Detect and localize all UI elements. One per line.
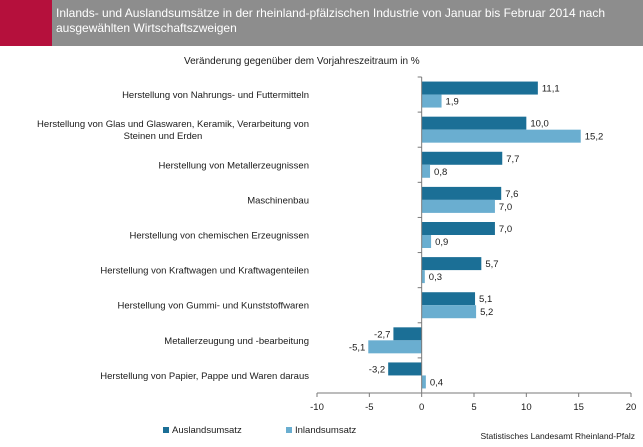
value-label: 0,3 bbox=[429, 272, 442, 283]
bar-inlandsumsatz-8 bbox=[421, 375, 426, 389]
bar-inlandsumsatz-0 bbox=[421, 94, 442, 108]
value-label: 7,7 bbox=[506, 154, 519, 165]
header-accent bbox=[0, 0, 52, 46]
chart-subtitle: Veränderung gegenüber dem Vorjahreszeitr… bbox=[184, 56, 420, 67]
bar-inlandsumsatz-2 bbox=[421, 164, 431, 178]
bar-inlandsumsatz-1 bbox=[421, 129, 581, 143]
category-label: Herstellung von Kraftwagen und Kraftwage… bbox=[100, 266, 309, 277]
bar-auslandsumsatz-4 bbox=[421, 222, 495, 235]
value-label: 0,4 bbox=[430, 377, 443, 388]
value-label: 0,9 bbox=[435, 237, 448, 248]
value-label: 5,2 bbox=[480, 307, 493, 318]
value-label: 10,0 bbox=[530, 119, 549, 130]
bar-inlandsumsatz-7 bbox=[368, 340, 422, 354]
category-label: Herstellung von Gummi- und Kunststoffwar… bbox=[118, 301, 310, 312]
value-label: 11,1 bbox=[542, 84, 560, 95]
value-label: -3,2 bbox=[369, 364, 385, 375]
value-label: 1,9 bbox=[446, 97, 459, 108]
category-label: Herstellung von Papier, Pappe und Waren … bbox=[100, 371, 309, 382]
value-label: 7,0 bbox=[499, 202, 512, 213]
chart-title: Inlands- und Auslandsumsätze in der rhei… bbox=[56, 6, 605, 35]
bar-auslandsumsatz-5 bbox=[421, 257, 482, 271]
source-note: Statistisches Landesamt Rheinland-Pfalz bbox=[480, 431, 636, 441]
value-label: 7,0 bbox=[499, 224, 512, 235]
legend-label-inlandsumsatz: Inlandsumsatz bbox=[295, 425, 357, 436]
bar-auslandsumsatz-1 bbox=[421, 116, 527, 130]
category-label: Metallerzeugung und -bearbeitung bbox=[164, 336, 309, 347]
bar-auslandsumsatz-0 bbox=[421, 81, 538, 95]
value-label: 15,2 bbox=[585, 132, 604, 143]
x-tick-label: -5 bbox=[365, 402, 373, 413]
legend-swatch-inlandsumsatz bbox=[286, 427, 292, 433]
chart-header: Inlands- und Auslandsumsätze in der rhei… bbox=[0, 0, 643, 46]
x-tick-label: 15 bbox=[573, 402, 584, 413]
bar-auslandsumsatz-6 bbox=[421, 292, 476, 306]
bar-auslandsumsatz-3 bbox=[421, 186, 502, 200]
category-label: Steinen und Erden bbox=[124, 131, 203, 142]
x-tick-label: 10 bbox=[521, 402, 532, 413]
bar-auslandsumsatz-8 bbox=[388, 362, 422, 376]
category-label: Herstellung von Glas und Glaswaren, Kera… bbox=[37, 119, 309, 130]
x-tick-label: 5 bbox=[471, 402, 476, 413]
legend-swatch-auslandsumsatz bbox=[163, 427, 169, 433]
category-label: Herstellung von Nahrungs- und Futtermitt… bbox=[122, 90, 309, 101]
bar-inlandsumsatz-5 bbox=[421, 270, 425, 284]
value-label: 5,1 bbox=[479, 294, 492, 305]
bar-inlandsumsatz-4 bbox=[421, 235, 432, 248]
category-label: Herstellung von Metallerzeugnissen bbox=[159, 160, 310, 171]
x-tick-label: 0 bbox=[419, 402, 424, 413]
bar-inlandsumsatz-3 bbox=[421, 199, 495, 213]
x-tick-label: -10 bbox=[310, 402, 324, 413]
legend-label-auslandsumsatz: Auslandsumsatz bbox=[172, 425, 242, 436]
value-label: -5,1 bbox=[349, 342, 365, 353]
value-label: 7,6 bbox=[505, 189, 518, 200]
value-label: 5,7 bbox=[485, 259, 498, 270]
bar-auslandsumsatz-7 bbox=[393, 327, 422, 341]
bar-inlandsumsatz-6 bbox=[421, 305, 477, 319]
x-tick-label: 20 bbox=[626, 402, 637, 413]
value-label: 0,8 bbox=[434, 167, 447, 178]
category-label: Maschinenbau bbox=[247, 195, 309, 206]
value-label: -2,7 bbox=[374, 329, 390, 340]
bar-auslandsumsatz-2 bbox=[421, 151, 503, 165]
category-label: Herstellung von chemischen Erzeugnissen bbox=[129, 231, 309, 242]
